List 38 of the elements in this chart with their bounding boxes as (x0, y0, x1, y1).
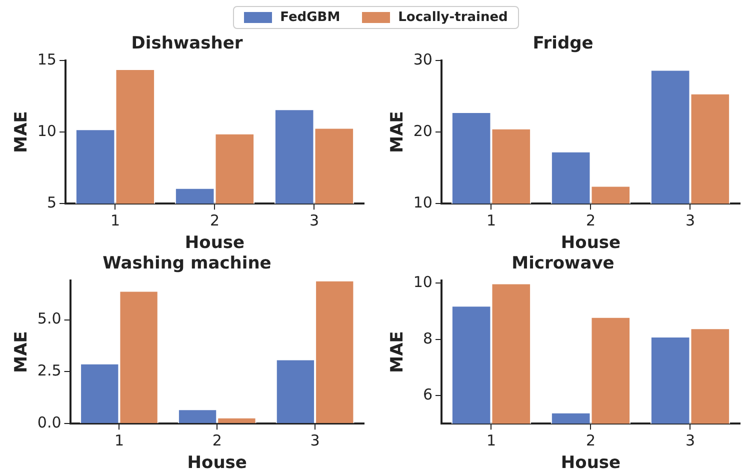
y-tick-label: 20 (413, 122, 432, 140)
x-tick-label: 3 (309, 211, 320, 230)
y-tick-label: 30 (413, 50, 432, 68)
y-axis-title: MAE (388, 111, 408, 153)
chart-title: Fridge (532, 34, 594, 54)
y-tick-label: 8 (422, 329, 432, 348)
y-axis-title: MAE (388, 331, 408, 373)
chart-title: Microwave (512, 254, 614, 274)
y-tick-label: 6 (422, 385, 432, 404)
x-tick-label: 3 (685, 431, 696, 450)
y-tick-label: 5 (46, 193, 56, 212)
x-tick-label: 1 (110, 211, 120, 230)
y-axis-title: MAE (12, 111, 32, 153)
x-axis-title: House (184, 233, 245, 254)
x-axis-title: House (187, 453, 247, 474)
y-tick-label: 15 (37, 50, 56, 68)
y-tick-label: 2.5 (37, 362, 62, 380)
x-tick-label: 2 (586, 211, 596, 230)
y-tick-label: 10 (413, 273, 432, 292)
x-tick-label: 1 (486, 431, 496, 450)
legend-label: Locally-trained (398, 10, 508, 24)
x-tick-label: 2 (212, 431, 222, 450)
y-tick-label: 10 (37, 122, 56, 140)
x-tick-label: 1 (114, 431, 124, 450)
x-tick-label: 1 (486, 211, 496, 230)
x-axis-title: House (560, 233, 621, 254)
y-tick-label: 5.0 (37, 310, 62, 328)
x-tick-label: 3 (310, 431, 320, 450)
chart-title: Washing machine (102, 254, 272, 274)
x-tick-label: 3 (685, 211, 696, 230)
legend-label: FedGBM (280, 10, 340, 24)
y-axis-title: MAE (12, 331, 32, 373)
y-tick-label: 0.0 (37, 413, 62, 432)
x-tick-label: 2 (586, 431, 596, 450)
chart-title: Dishwasher (131, 34, 244, 54)
x-axis-title: House (560, 453, 621, 474)
x-tick-label: 2 (210, 211, 220, 230)
y-tick-label: 10 (413, 193, 432, 212)
